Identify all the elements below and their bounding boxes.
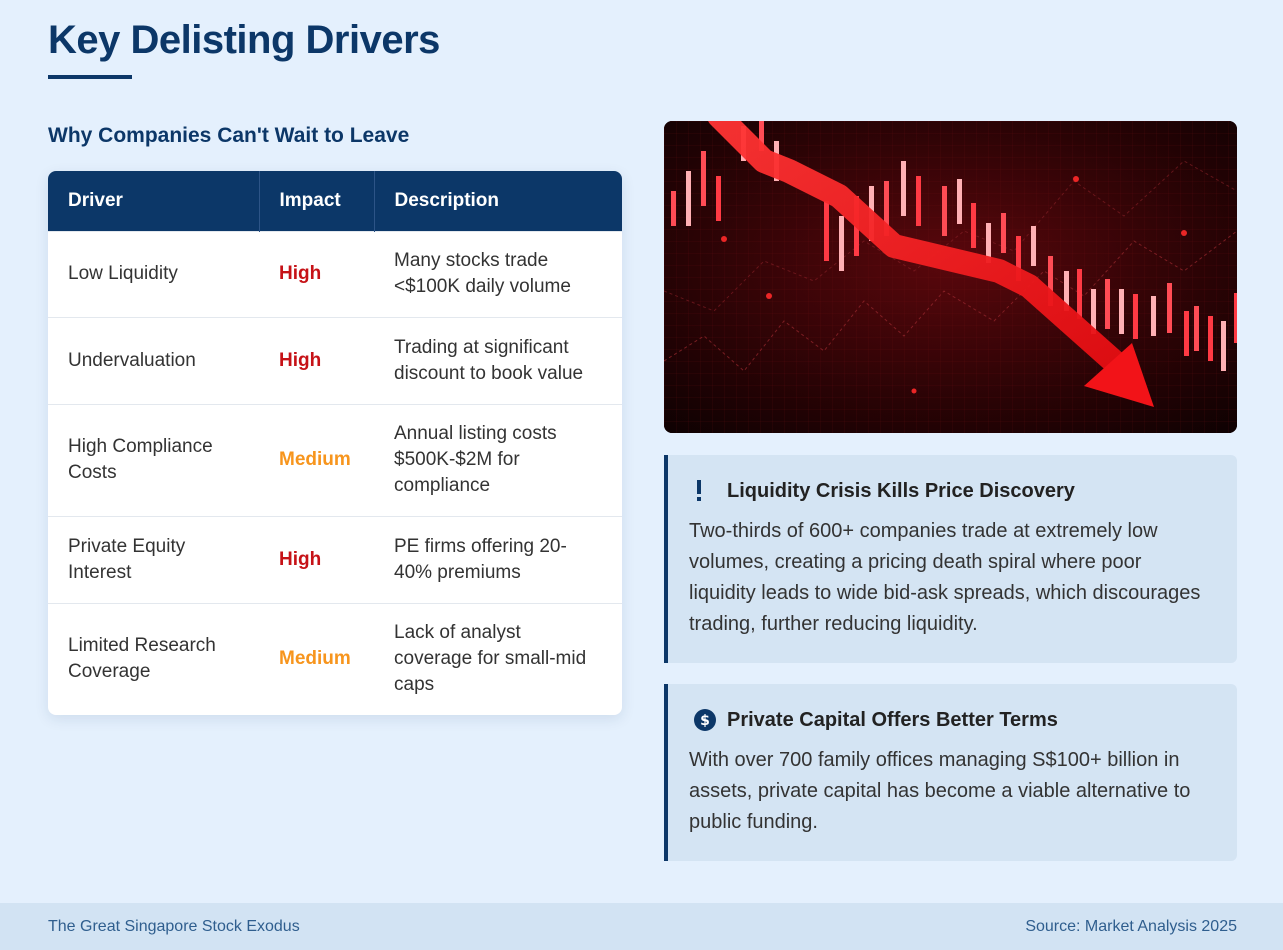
column-header-impact: Impact [259,171,375,231]
description-cell: Trading at significant discount to book … [374,316,622,404]
driver-cell: High Compliance Costs [48,403,259,516]
page-title: Key Delisting Drivers [48,18,440,62]
column-header-description: Description [394,189,500,211]
impact-cell: High [259,230,374,317]
description-cell: Many stocks trade <$100K daily volume [374,230,622,317]
table-row: Undervaluation High Trading at significa… [48,316,622,404]
footer: The Great Singapore Stock Exodus Source:… [0,903,1283,950]
down-arrow-graphic [708,121,1154,407]
callout-title: Liquidity Crisis Kills Price Discovery [727,479,1075,502]
footer-source: Source: Market Analysis 2025 [1025,917,1237,935]
title-underline [48,75,132,79]
description-cell: Lack of analyst coverage for small-mid c… [374,602,622,715]
liquidity-crisis-callout: Liquidity Crisis Kills Price Discovery T… [664,455,1237,663]
table-row: Private Equity Interest High PE firms of… [48,515,622,603]
description-cell: PE firms offering 20-40% premiums [374,515,622,603]
impact-cell: Medium [259,403,374,516]
private-capital-callout: $ Private Capital Offers Better Terms Wi… [664,684,1237,861]
callout-body: With over 700 family offices managing S$… [689,749,1191,833]
driver-cell: Undervaluation [48,316,259,404]
driver-cell: Limited Research Coverage [48,602,259,715]
table-row: Low Liquidity High Many stocks trade <$1… [48,230,622,317]
driver-cell: Private Equity Interest [48,515,259,603]
drivers-table: Driver Impact Description Low Liquidity … [48,171,622,715]
driver-cell: Low Liquidity [48,230,259,317]
svg-text:$: $ [700,713,710,729]
description-cell: Annual listing costs $500K-$2M for compl… [374,403,622,516]
table-row: Limited Research Coverage Medium Lack of… [48,602,622,715]
callout-body: Two-thirds of 600+ companies trade at ex… [689,520,1201,635]
section-heading: Why Companies Can't Wait to Leave [48,124,410,147]
table-row: High Compliance Costs Medium Annual list… [48,403,622,516]
impact-cell: Medium [259,602,374,715]
exclamation-icon [689,480,727,502]
column-header-driver: Driver [48,171,260,231]
dollar-circle-icon: $ [689,709,727,731]
impact-cell: High [259,316,374,404]
table-header-row: Driver Impact Description [48,171,622,231]
footer-title: The Great Singapore Stock Exodus [48,917,300,935]
callout-title: Private Capital Offers Better Terms [727,708,1058,731]
impact-cell: High [259,515,374,603]
falling-stock-chart-image [664,121,1237,433]
